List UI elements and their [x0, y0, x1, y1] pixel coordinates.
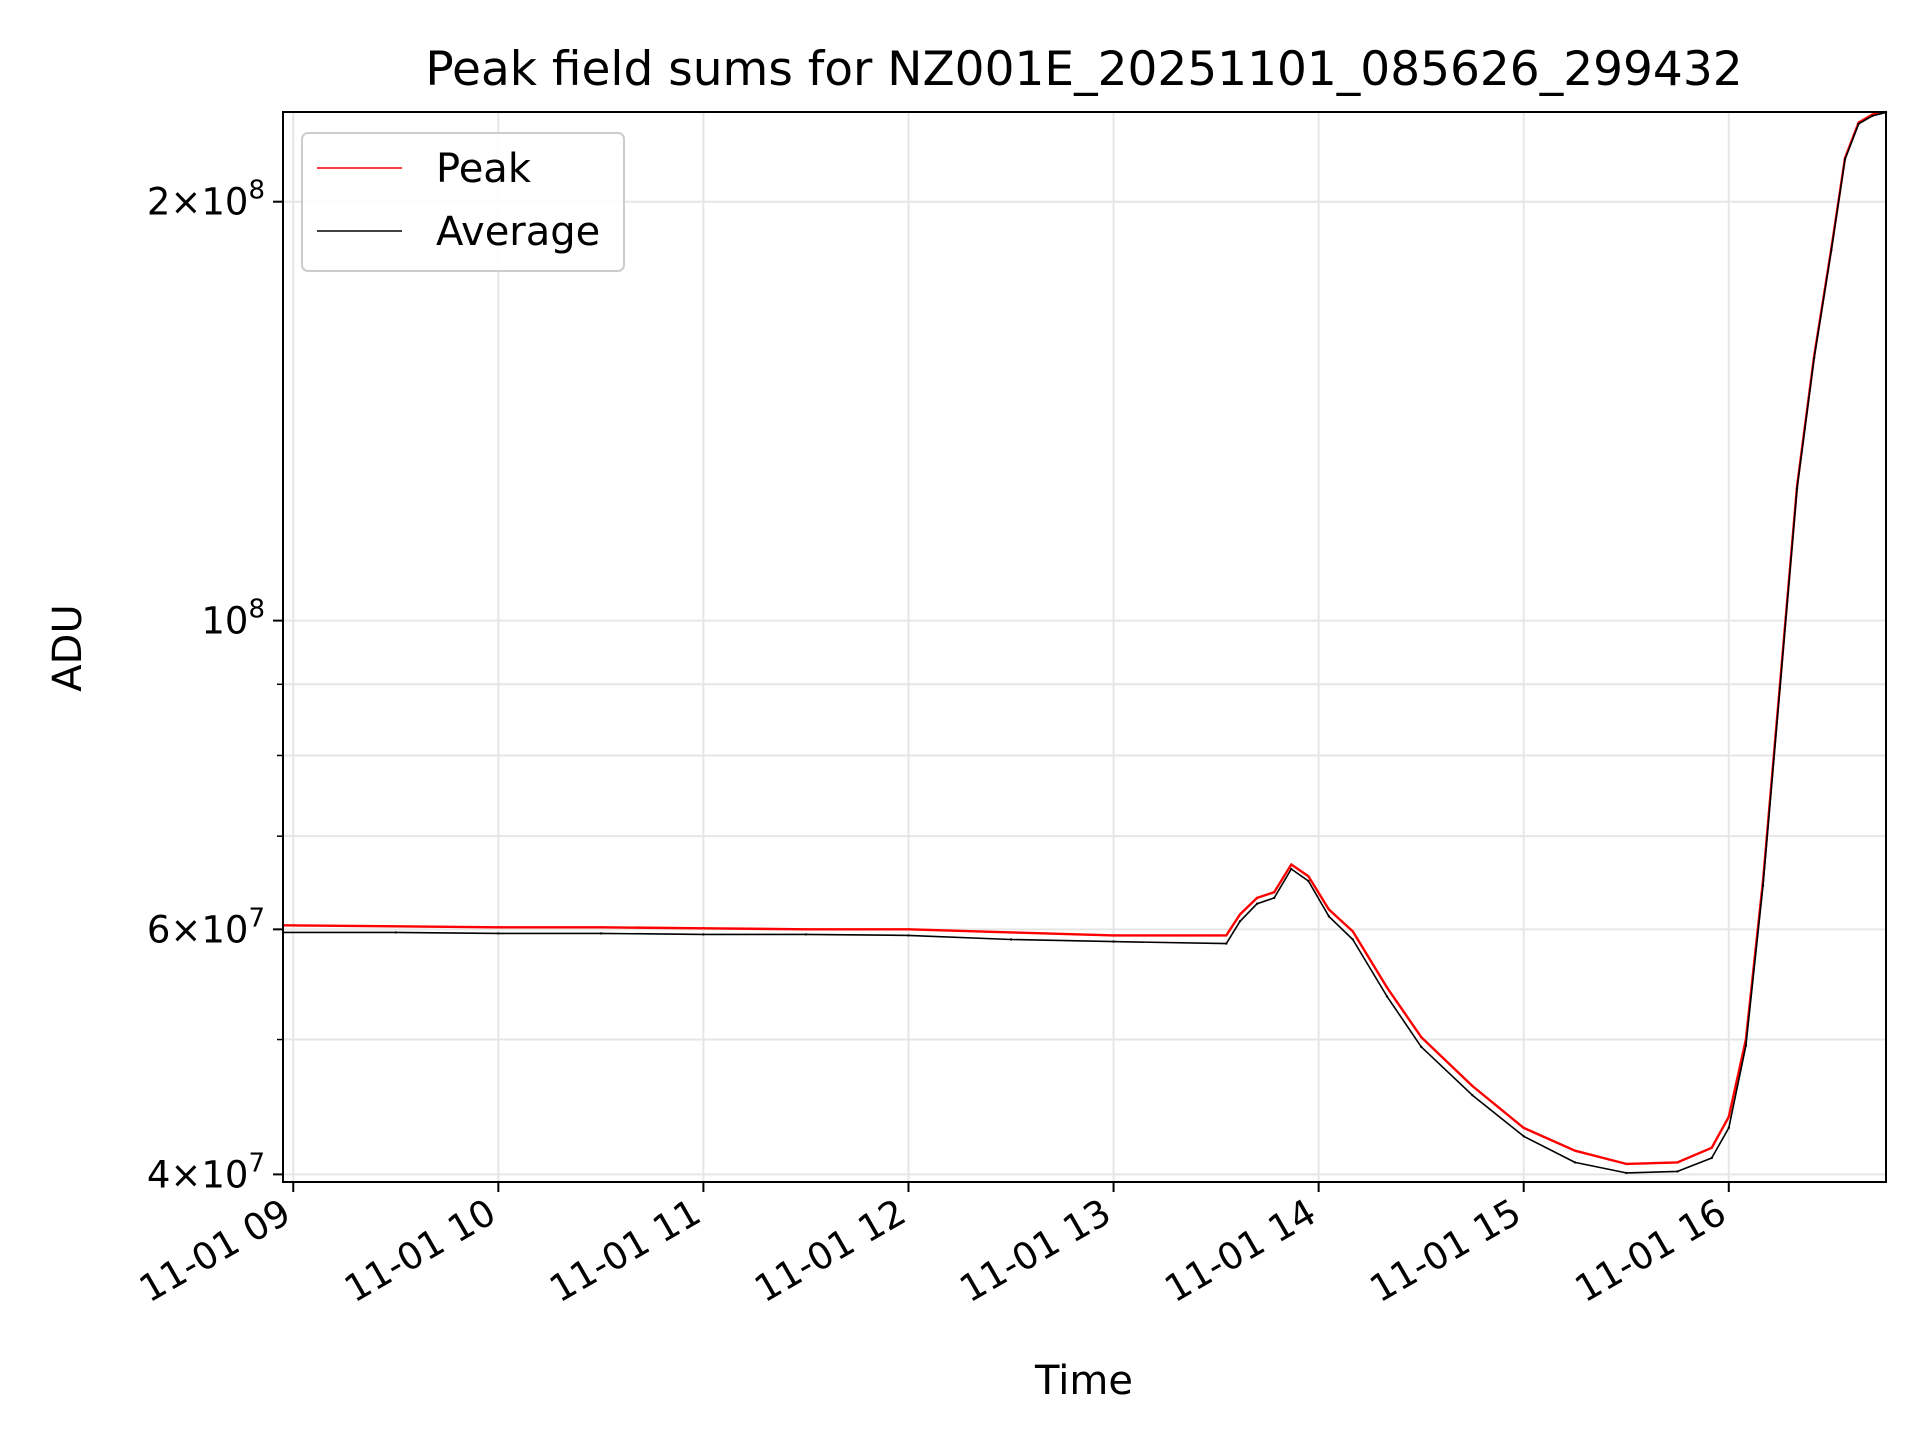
- data-point-average: [1744, 1044, 1748, 1047]
- data-point-peak: [804, 928, 808, 931]
- data-point-peak: [1471, 1084, 1474, 1088]
- data-point-peak: [1522, 1126, 1525, 1130]
- data-point-peak: [497, 926, 500, 929]
- data-point-peak: [394, 925, 397, 928]
- data-point-peak: [1727, 1115, 1731, 1119]
- data-point-average: [1009, 938, 1013, 941]
- data-point-average: [1471, 1094, 1474, 1097]
- data-point-average: [1573, 1161, 1577, 1164]
- data-point-average: [1522, 1135, 1525, 1138]
- data-point-average: [1238, 920, 1242, 923]
- data-point-peak: [1710, 1146, 1713, 1150]
- data-point-average: [1710, 1156, 1713, 1160]
- data-point-average: [1273, 896, 1276, 900]
- legend-average-label: Average: [436, 209, 600, 255]
- data-point-peak: [1351, 930, 1355, 933]
- data-point-average: [1857, 122, 1860, 126]
- data-point-average: [907, 934, 910, 937]
- data-point-average: [1351, 938, 1355, 941]
- data-point-peak: [1255, 896, 1259, 900]
- legend: Peak Average: [301, 132, 625, 272]
- y-tick-label: 6×107: [147, 903, 265, 951]
- plot-frame: [282, 111, 1887, 1183]
- data-point-average: [1795, 487, 1799, 490]
- y-tick-label: 108: [201, 595, 265, 643]
- y-axis: 4×107 6×107 108 2×108: [147, 176, 283, 1196]
- series-layer: [281, 110, 1888, 1175]
- legend-peak-label: Peak: [436, 146, 532, 192]
- data-point-peak: [1273, 891, 1276, 894]
- data-point-peak: [1290, 863, 1293, 866]
- data-point-average: [1420, 1045, 1423, 1049]
- data-point-average: [1327, 915, 1331, 918]
- x-axis-label: Time: [1034, 1358, 1133, 1404]
- y-axis-label: ADU: [45, 604, 91, 691]
- y-tick-label: 2×108: [147, 176, 265, 224]
- data-point-peak: [907, 928, 910, 931]
- y-tick-label: 4×107: [147, 1148, 265, 1196]
- data-point-average: [1830, 249, 1833, 252]
- data-point-peak: [1420, 1035, 1423, 1039]
- data-point-peak: [1112, 934, 1115, 937]
- data-point-average: [1255, 902, 1259, 905]
- data-point-average: [394, 931, 397, 934]
- data-point-average: [1676, 1170, 1679, 1173]
- chart-title: Peak field sums for NZ001E_20251101_0856…: [425, 42, 1742, 97]
- data-point-average: [1290, 867, 1293, 871]
- data-point-average: [1625, 1171, 1628, 1175]
- data-point-peak: [1327, 908, 1331, 911]
- data-point-average: [1385, 995, 1389, 998]
- data-point-peak: [1676, 1161, 1679, 1164]
- data-point-average: [1225, 942, 1228, 945]
- data-point-average: [804, 933, 808, 936]
- data-point-peak: [1009, 931, 1013, 934]
- series-line-average: [283, 111, 1887, 1174]
- data-point-peak: [1307, 875, 1310, 878]
- data-point-peak: [1625, 1162, 1628, 1166]
- data-point-average: [1813, 356, 1816, 359]
- data-point-average: [1843, 158, 1847, 161]
- data-point-average: [1778, 686, 1782, 689]
- data-point-average: [1727, 1126, 1731, 1130]
- data-point-average: [1112, 940, 1115, 943]
- data-point-peak: [1225, 934, 1228, 937]
- data-point-peak: [1238, 913, 1242, 916]
- data-point-average: [702, 933, 705, 936]
- data-point-peak: [1385, 986, 1389, 989]
- data-point-peak: [702, 927, 705, 930]
- grid-lines: [283, 112, 1886, 1182]
- data-point-peak: [599, 926, 603, 929]
- data-point-average: [1871, 114, 1874, 118]
- data-point-average: [1761, 884, 1765, 887]
- data-point-average: [497, 932, 500, 935]
- data-point-average: [1307, 879, 1310, 883]
- data-point-peak: [1573, 1149, 1577, 1152]
- data-point-average: [599, 932, 603, 935]
